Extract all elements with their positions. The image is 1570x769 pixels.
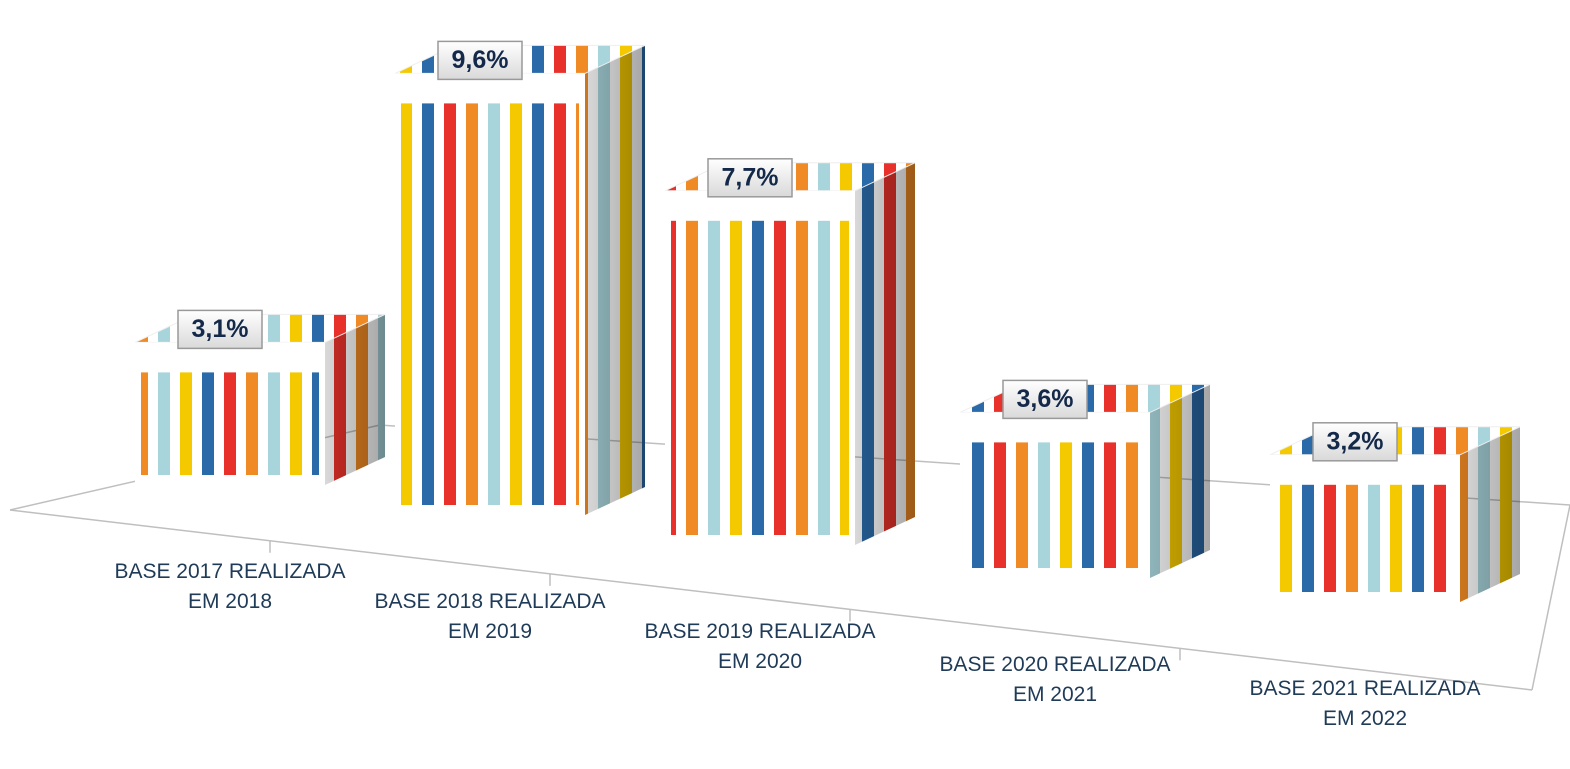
bar-face bbox=[1276, 484, 1454, 592]
x-tick-label: BASE 2017 REALIZADA EM 2018 bbox=[114, 560, 346, 613]
bar-face bbox=[671, 220, 849, 536]
bar-face bbox=[401, 103, 579, 506]
bar-3d bbox=[959, 383, 1211, 578]
value-label: 3,2% bbox=[1327, 427, 1384, 455]
value-label: 3,1% bbox=[192, 315, 249, 343]
value-label-box bbox=[177, 309, 263, 350]
bar-3d bbox=[1269, 426, 1521, 602]
x-tick-label: BASE 2021 REALIZADA EM 2022 bbox=[1249, 677, 1481, 730]
value-label: 3,6% bbox=[1017, 385, 1074, 413]
value-label: 7,7% bbox=[722, 163, 779, 191]
bar-side-shade bbox=[1150, 384, 1210, 578]
x-tick-label: BASE 2020 REALIZADA EM 2021 bbox=[939, 653, 1171, 706]
x-tick-label: BASE 2018 REALIZADA EM 2019 bbox=[374, 590, 606, 643]
bar-3d bbox=[664, 162, 916, 546]
bar-side-shade bbox=[855, 162, 915, 546]
bar-side-shade bbox=[585, 45, 645, 516]
value-label-box bbox=[437, 40, 523, 81]
bar-3d bbox=[394, 44, 646, 516]
value-label-box bbox=[707, 158, 793, 198]
value-label: 9,6% bbox=[452, 46, 509, 74]
value-label-box bbox=[1312, 422, 1398, 462]
bar-side-shade bbox=[1460, 426, 1520, 602]
bar-side-shade bbox=[325, 314, 385, 485]
value-label-box bbox=[1002, 379, 1088, 420]
x-tick-label: BASE 2019 REALIZADA EM 2020 bbox=[644, 620, 876, 673]
bar-face bbox=[141, 372, 319, 475]
bar-face bbox=[966, 442, 1144, 568]
